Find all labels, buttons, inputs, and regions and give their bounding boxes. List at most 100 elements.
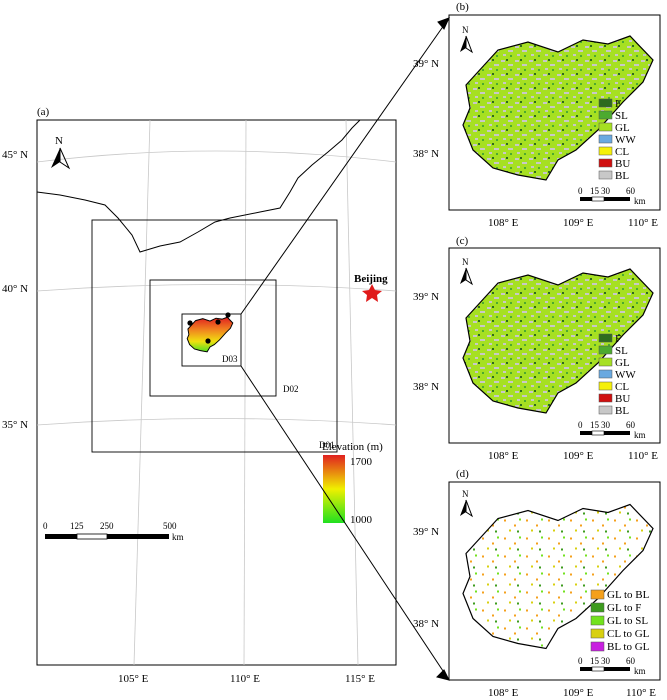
panel-d-lat-38: 38° N — [413, 618, 439, 630]
panel-d-scale-bar — [580, 666, 630, 672]
panel-d-lon-110: 110° E — [626, 687, 656, 699]
panel-c-scale-60: 60 — [626, 420, 636, 430]
panel-a-scale-500: 500 — [163, 521, 177, 531]
domain-d01-label: D01 — [319, 440, 335, 450]
panel-c-legend-item: CL — [615, 381, 629, 393]
study-area-elevation — [186, 316, 234, 353]
panel-a-north-label: N — [55, 135, 63, 147]
panel-c-scale-0: 0 — [578, 420, 583, 430]
panel-b-legend-item: WW — [615, 134, 636, 146]
panel-b-frame — [448, 14, 661, 211]
panel-b-scale-15: 15 — [590, 186, 600, 196]
panel-d: (d) N GL to BL GL to F GL to SL CL to GL… — [413, 468, 661, 699]
panel-c-lon-109: 109° E — [563, 450, 594, 462]
panel-b-legend-item: SL — [615, 110, 628, 122]
panel-c-lat-38: 38° N — [413, 381, 439, 393]
panel-d-lon-108: 108° E — [488, 687, 519, 699]
panel-d-north-arrow-icon — [460, 499, 474, 518]
panel-c-legend-item: WW — [615, 369, 636, 381]
elevation-colorbar — [323, 455, 345, 523]
panel-c-label: (c) — [456, 235, 469, 247]
panel-b-legend — [598, 98, 613, 180]
beijing-star-icon — [362, 284, 382, 302]
panel-a-scale-unit: km — [172, 532, 184, 542]
panel-d-legend — [590, 589, 605, 652]
panel-c-scale-bar — [580, 430, 630, 436]
station-dot — [215, 319, 221, 325]
panel-d-label: (d) — [456, 468, 469, 480]
panel-b-legend-item: F — [615, 98, 621, 110]
panel-a-lon-115: 115° E — [345, 673, 375, 685]
panel-c-legend-item: F — [615, 333, 621, 345]
panel-c-scale-unit: km — [634, 430, 646, 440]
panel-b-label: (b) — [456, 1, 469, 13]
panel-c-lon-110: 110° E — [628, 450, 658, 462]
panel-c-north-label: N — [462, 257, 469, 267]
domain-d03-label: D03 — [222, 354, 238, 364]
elevation-legend-max: 1700 — [350, 456, 373, 468]
panel-b-scale-0: 0 — [578, 186, 583, 196]
panel-c-lon-108: 108° E — [488, 450, 519, 462]
panel-c-scale-30: 30 — [601, 420, 611, 430]
panel-d-scale-30: 30 — [601, 656, 611, 666]
domain-d03-box — [181, 313, 242, 367]
panel-c-frame — [448, 247, 661, 444]
panel-b-scale-60: 60 — [626, 186, 636, 196]
panel-a-label: (a) — [37, 106, 50, 118]
panel-d-north-label: N — [462, 489, 469, 499]
panel-d-frame — [448, 481, 661, 681]
station-dot — [187, 320, 193, 326]
panel-c-legend — [598, 333, 613, 415]
panel-b-lon-109: 109° E — [563, 217, 594, 229]
panel-a-graticule — [36, 119, 397, 666]
panel-b-lon-108: 108° E — [488, 217, 519, 229]
domain-d02-box — [149, 279, 277, 397]
panel-c-lat-39: 39° N — [413, 291, 439, 303]
panel-d-scale-15: 15 — [590, 656, 600, 666]
panel-b-scale-bar — [580, 196, 630, 202]
panel-c-legend-item: BU — [615, 393, 630, 405]
panel-c-north-arrow-icon — [460, 267, 474, 286]
elevation-legend-title: Elevation (m) — [322, 441, 383, 453]
panel-a-lat-40: 40° N — [2, 283, 28, 295]
panel-a-lat-35: 35° N — [2, 419, 28, 431]
panel-d-legend-item: BL to GL — [607, 641, 650, 653]
panel-d-lon-109: 109° E — [563, 687, 594, 699]
station-dot — [225, 312, 231, 318]
panel-b-lat-39: 39° N — [413, 58, 439, 70]
panel-a-lon-110: 110° E — [230, 673, 260, 685]
panel-a-lat-45: 45° N — [2, 149, 28, 161]
panel-b-legend-item: BL — [615, 170, 629, 182]
panel-b-scale-unit: km — [634, 196, 646, 206]
panel-d-scale-0: 0 — [578, 656, 583, 666]
panel-a-frame — [36, 119, 397, 666]
panel-d-legend-item: GL to SL — [607, 615, 648, 627]
panel-a-scale-125: 125 — [70, 521, 84, 531]
panel-d-scale-60: 60 — [626, 656, 636, 666]
panel-d-scale-unit: km — [634, 666, 646, 676]
panel-b-legend-item: CL — [615, 146, 629, 158]
domain-d02-label: D02 — [283, 384, 299, 394]
panel-connectors — [240, 17, 450, 681]
panel-c: (c) N F SL GL WW CL BU BL 0 15 — [413, 235, 661, 462]
panel-a-scale-bar — [45, 533, 169, 540]
panel-b-scale-30: 30 — [601, 186, 611, 196]
panel-d-legend-item: CL to GL — [607, 628, 650, 640]
panel-c-scale-15: 15 — [590, 420, 600, 430]
panel-c-legend-item: BL — [615, 405, 629, 417]
panel-a-scale-0: 0 — [43, 521, 48, 531]
panel-d-legend-item: GL to F — [607, 602, 641, 614]
domain-d01-box — [91, 219, 338, 453]
panel-d-legend-item: GL to BL — [607, 589, 650, 601]
panel-c-legend-item: GL — [615, 357, 630, 369]
panel-b-north-arrow-icon — [460, 35, 474, 54]
panel-b-lat-38: 38° N — [413, 148, 439, 160]
beijing-label: Beijing — [354, 273, 388, 285]
panel-a-lon-105: 105° E — [118, 673, 149, 685]
elevation-legend-min: 1000 — [350, 514, 373, 526]
panel-c-legend-item: SL — [615, 345, 628, 357]
panel-a-north-arrow-icon — [51, 147, 71, 170]
panel-a-scale-250: 250 — [100, 521, 114, 531]
